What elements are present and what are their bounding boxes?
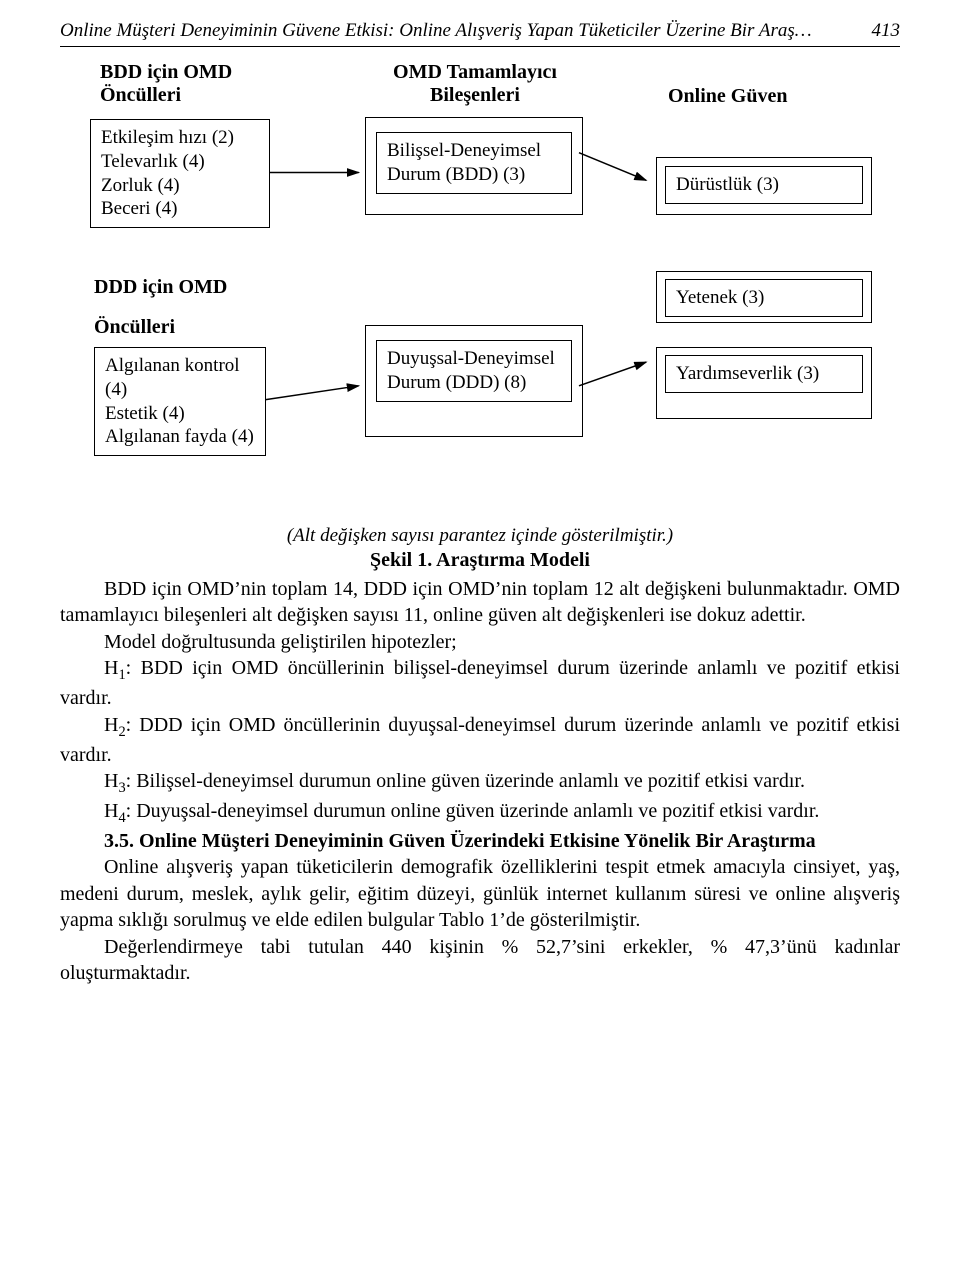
research-model-diagram: BDD için OMD Öncülleri OMD Tamamlayıcı B… [90,61,900,521]
figure-title: Şekil 1. Araştırma Modeli [60,549,900,572]
ddd-heading: DDD için OMD [94,276,227,299]
box-durustluk: Dürüstlük (3) [665,166,863,204]
col1-heading: BDD için OMD Öncülleri [100,61,280,107]
col3-heading: Online Güven [668,85,848,108]
running-head: Online Müşteri Deneyiminin Güvene Etkisi… [60,20,900,47]
box-yetenek-outer: Yetenek (3) [656,271,872,323]
page-number: 413 [872,20,901,42]
running-title: Online Müşteri Deneyiminin Güvene Etkisi… [60,20,812,42]
ddd-subheading: Öncülleri [94,316,175,339]
page: Online Müşteri Deneyiminin Güvene Etkisi… [0,0,960,1016]
box-yardim-outer: Yardımseverlik (3) [656,347,872,419]
box-ddd-antecedents: Algılanan kontrol (4) Estetik (4) Algıla… [94,347,266,456]
box-bdd-state: Bilişsel-Deneyimsel Durum (BDD) (3) [376,132,572,194]
diagram-note: (Alt değişken sayısı parantez içinde gös… [60,525,900,547]
box-bdd-antecedents: Etkileşim hızı (2) Televarlık (4) Zorluk… [90,119,270,228]
body-text: BDD için OMD’nin toplam 14, DDD için OMD… [60,576,900,986]
box-ddd-outer: Duyuşsal-Deneyimsel Durum (DDD) (8) [365,325,583,437]
box-yardim: Yardımseverlik (3) [665,355,863,393]
col2-heading: OMD Tamamlayıcı Bileşenleri [380,61,570,107]
box-bdd-outer: Bilişsel-Deneyimsel Durum (BDD) (3) [365,117,583,215]
box-durustluk-outer: Dürüstlük (3) [656,157,872,215]
box-ddd-state: Duyuşsal-Deneyimsel Durum (DDD) (8) [376,340,572,402]
box-yetenek: Yetenek (3) [665,279,863,317]
